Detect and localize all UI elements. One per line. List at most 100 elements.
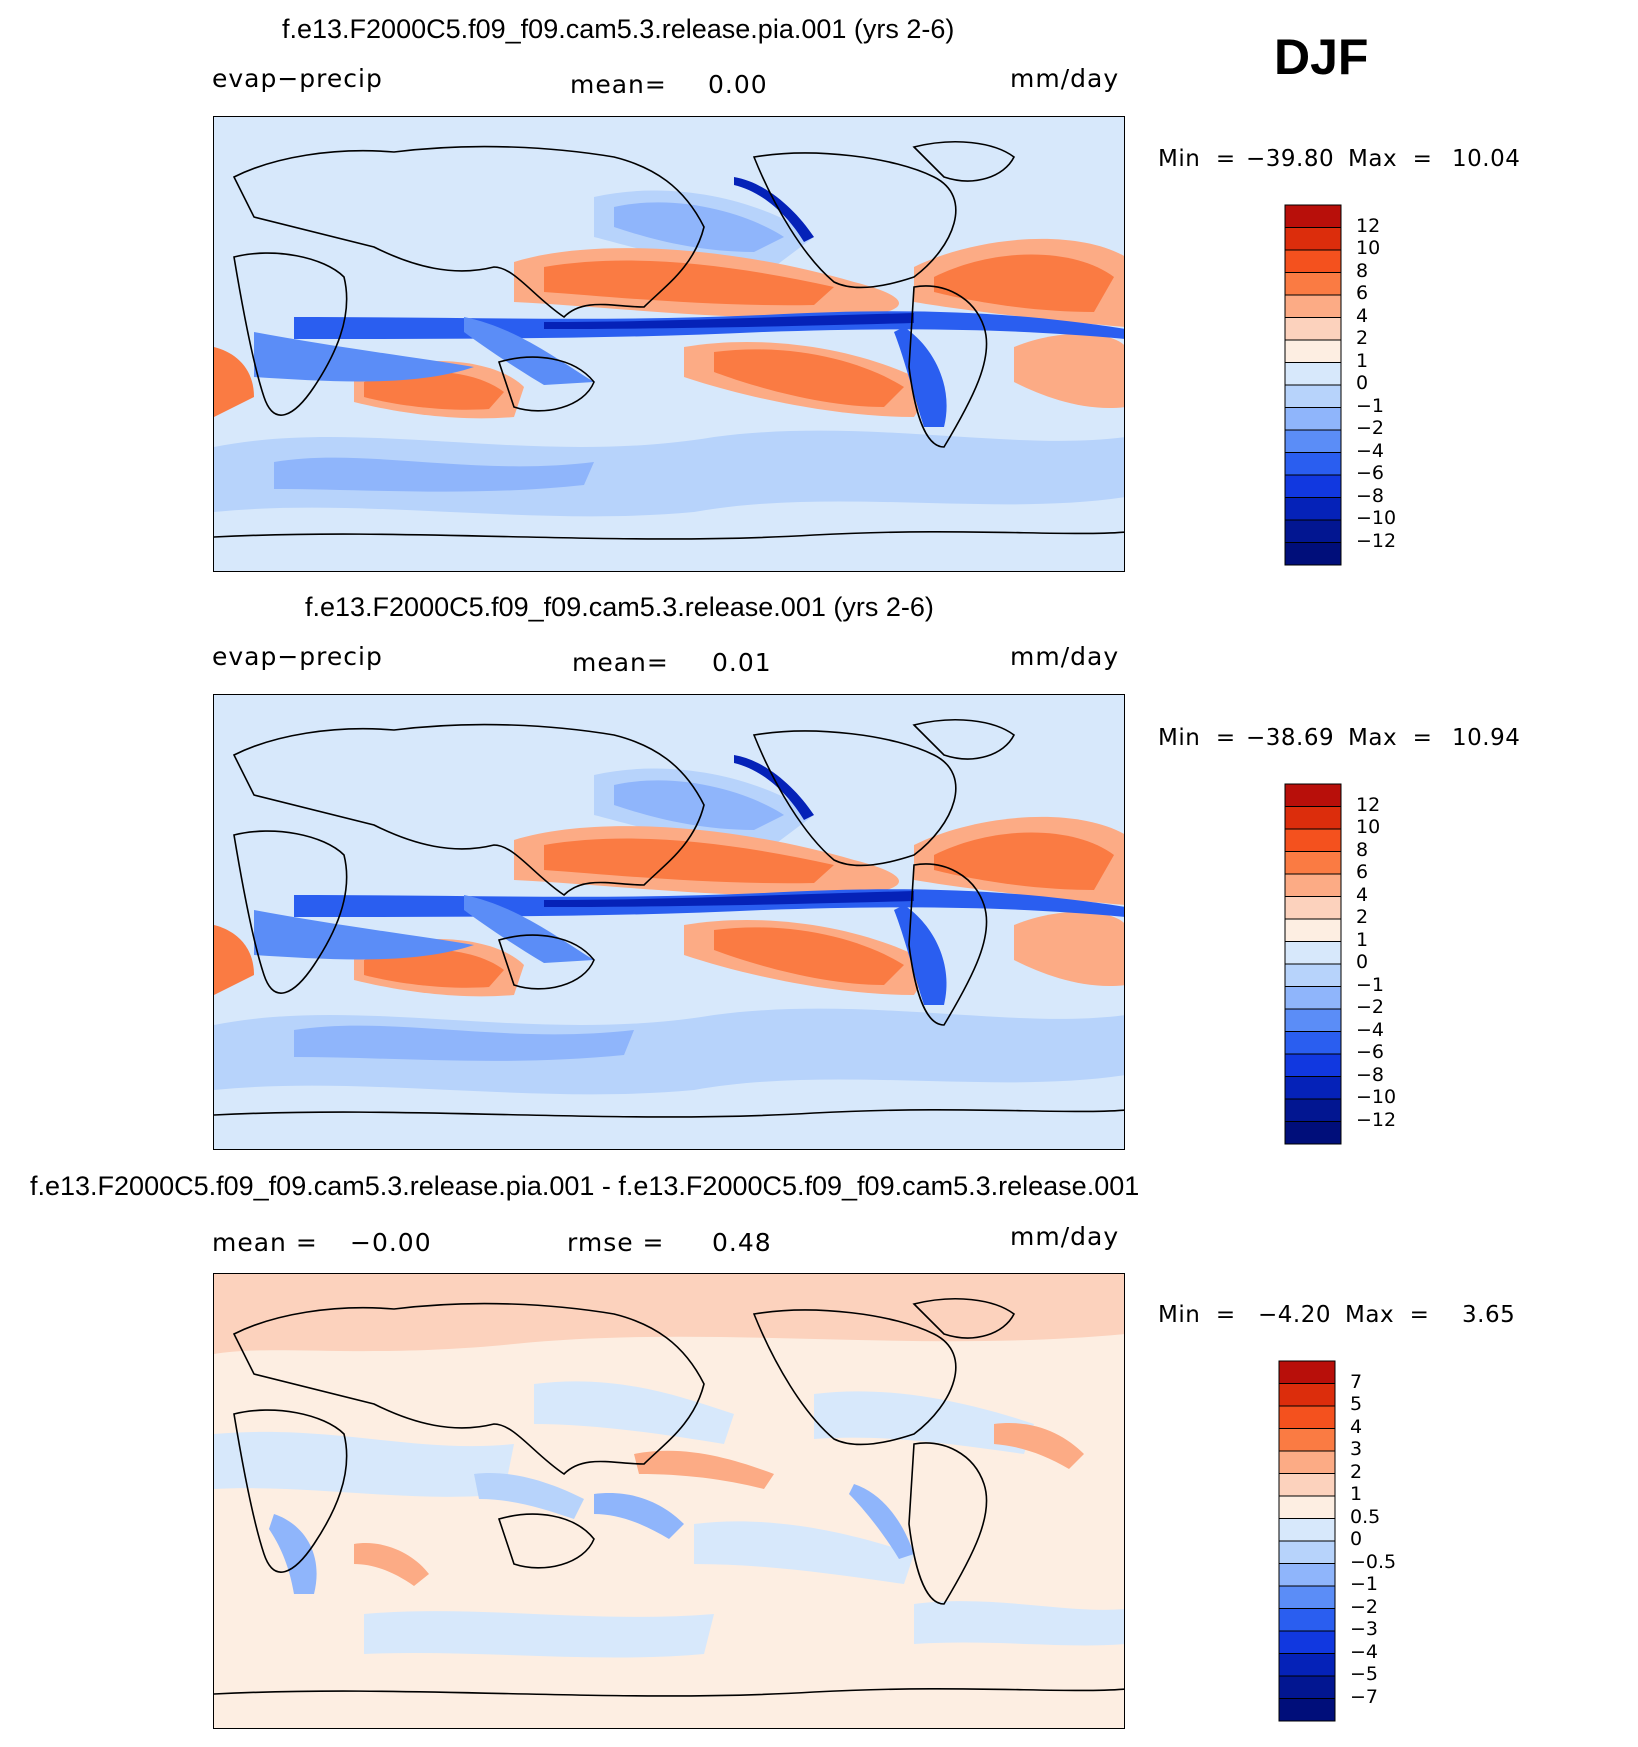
season-label: DJF: [1274, 29, 1369, 85]
panel-2-max-label: Max =: [1348, 725, 1433, 751]
colorbar-tick-label: 5: [1350, 1393, 1363, 1415]
panel-1-title: f.e13.F2000C5.f09_f09.cam5.3.release.pia…: [282, 14, 955, 44]
colorbar-tick-label: 4: [1356, 883, 1369, 906]
panel-2-min-value: −38.69: [1246, 725, 1335, 751]
colorbar-tick-label: −6: [1356, 462, 1385, 484]
colorbar-swatch: [1278, 1383, 1336, 1407]
colorbar-swatch: [1278, 1608, 1336, 1632]
panel-2-mean-value: 0.01: [712, 648, 772, 677]
colorbar-swatch: [1284, 452, 1342, 476]
colorbar-swatch: [1284, 204, 1342, 228]
colorbar-swatch: [1284, 384, 1342, 408]
panel-2-title: f.e13.F2000C5.f09_f09.cam5.3.release.001…: [305, 592, 934, 622]
colorbar-tick-label: −2: [1356, 996, 1385, 1018]
colorbar-swatch: [1284, 851, 1342, 875]
colorbar-tick-label: 1: [1356, 928, 1369, 951]
colorbar-tick-label: −1: [1350, 1573, 1379, 1595]
colorbar-swatch: [1284, 362, 1342, 386]
colorbar-tick-label: 10: [1356, 816, 1381, 838]
colorbar-tick-label: 1: [1356, 349, 1369, 372]
colorbar-tick-label: −1: [1356, 973, 1385, 996]
colorbar-swatch: [1284, 1053, 1342, 1077]
colorbar-tick-label: 2: [1356, 906, 1369, 928]
panel-2-max-value: 10.94: [1452, 725, 1521, 751]
colorbar-swatch: [1278, 1518, 1336, 1542]
colorbar-swatch: [1284, 519, 1342, 543]
panel-1-min-label: Min =: [1158, 146, 1236, 172]
panel-2-colorbar: [1284, 783, 1342, 1145]
panel-1-max-label: Max =: [1348, 146, 1433, 172]
colorbar-swatch: [1278, 1630, 1336, 1654]
colorbar-tick-label: 0.5: [1350, 1505, 1381, 1528]
colorbar-swatch: [1278, 1405, 1336, 1429]
panel-1-colorbar: [1284, 204, 1342, 566]
panel-3-title: f.e13.F2000C5.f09_f09.cam5.3.release.pia…: [30, 1171, 1140, 1201]
colorbar-swatch: [1278, 1653, 1336, 1677]
colorbar-swatch: [1284, 317, 1342, 341]
panel-3-units: mm/day: [1010, 1222, 1120, 1251]
colorbar-tick-label: −1: [1356, 394, 1385, 417]
colorbar-swatch: [1284, 963, 1342, 987]
colorbar-tick-label: 0: [1350, 1528, 1363, 1550]
panel-1-min-value: −39.80: [1246, 146, 1335, 172]
colorbar-tick-label: −5: [1350, 1663, 1379, 1685]
colorbar-swatch: [1284, 986, 1342, 1010]
colorbar-tick-label: 2: [1350, 1460, 1363, 1483]
colorbar-tick-label: −4: [1350, 1640, 1379, 1663]
panel-3-rmse-label: rmse =: [567, 1228, 665, 1257]
colorbar-swatch: [1278, 1585, 1336, 1609]
colorbar-swatch: [1284, 474, 1342, 498]
colorbar-tick-label: −7: [1350, 1685, 1379, 1708]
colorbar-tick-label: 12: [1356, 793, 1381, 816]
panel-2-units: mm/day: [1010, 642, 1120, 671]
panel-3-colorbar-swatches: [1278, 1360, 1336, 1722]
colorbar-tick-label: 0: [1356, 951, 1369, 973]
colorbar-tick-label: 7: [1350, 1370, 1363, 1393]
panel-3-min-label: Min =: [1158, 1302, 1236, 1328]
panel-3-max-value: 3.65: [1462, 1302, 1516, 1328]
colorbar-tick-label: 10: [1356, 237, 1381, 259]
panel-1-map: [213, 116, 1125, 572]
colorbar-swatch: [1284, 294, 1342, 318]
colorbar-tick-label: −6: [1356, 1041, 1385, 1063]
colorbar-tick-label: −4: [1356, 439, 1385, 462]
colorbar-swatch: [1284, 227, 1342, 251]
colorbar-swatch: [1284, 497, 1342, 521]
colorbar-swatch: [1284, 542, 1342, 566]
colorbar-swatch: [1284, 828, 1342, 852]
panel-2-variable-label: evap−precip: [212, 642, 383, 671]
panel-1-max-value: 10.04: [1452, 146, 1521, 172]
colorbar-swatch: [1284, 407, 1342, 431]
colorbar-tick-label: −2: [1350, 1595, 1379, 1618]
colorbar-tick-label: −2: [1356, 417, 1385, 439]
colorbar-swatch: [1284, 783, 1342, 807]
colorbar-swatch: [1284, 272, 1342, 296]
panel-1-variable-label: evap−precip: [212, 64, 383, 93]
colorbar-swatch: [1284, 1076, 1342, 1100]
panel-3-colorbar: [1278, 1360, 1336, 1722]
panel-3-max-label: Max =: [1345, 1302, 1430, 1328]
colorbar-swatch: [1284, 249, 1342, 273]
colorbar-tick-label: −12: [1356, 529, 1397, 552]
colorbar-swatch: [1284, 873, 1342, 897]
colorbar-tick-label: 0: [1356, 372, 1369, 394]
colorbar-tick-label: −8: [1356, 1063, 1385, 1086]
colorbar-tick-label: 4: [1356, 304, 1369, 327]
colorbar-swatch: [1278, 1563, 1336, 1587]
colorbar-tick-label: 8: [1356, 259, 1369, 282]
colorbar-swatch: [1278, 1450, 1336, 1474]
colorbar-swatch: [1278, 1428, 1336, 1452]
colorbar-tick-label: −8: [1356, 484, 1385, 507]
colorbar-swatch: [1284, 1008, 1342, 1032]
colorbar-swatch: [1284, 896, 1342, 920]
colorbar-tick-label: −0.5: [1350, 1550, 1397, 1573]
panel-3-min-value: −4.20: [1258, 1302, 1331, 1328]
panel-1-units: mm/day: [1010, 64, 1120, 93]
panel-3-mean-label: mean =: [212, 1228, 318, 1257]
colorbar-tick-label: 1: [1350, 1483, 1363, 1505]
colorbar-tick-label: 2: [1356, 327, 1369, 349]
colorbar-swatch: [1284, 1031, 1342, 1055]
colorbar-swatch: [1278, 1540, 1336, 1564]
colorbar-swatch: [1284, 1121, 1342, 1145]
panel-2-colorbar-swatches: [1284, 783, 1342, 1145]
